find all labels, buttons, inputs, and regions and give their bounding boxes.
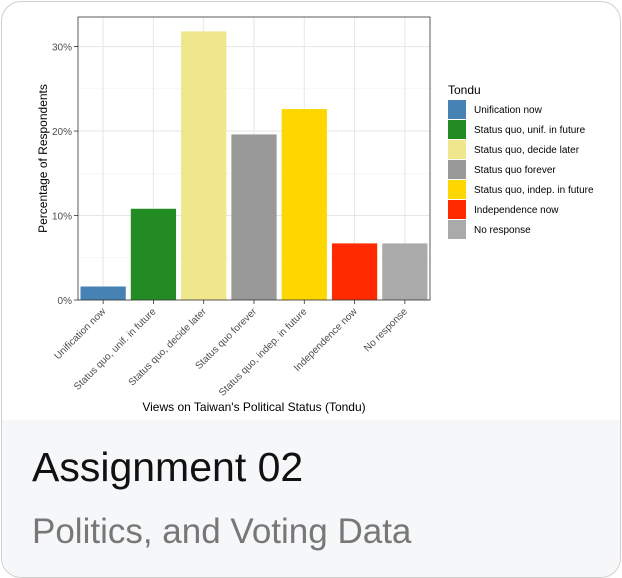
legend-swatch bbox=[448, 140, 466, 159]
legend-swatch bbox=[448, 200, 466, 219]
legend-entry-label: Unification now bbox=[474, 105, 543, 116]
x-tick-label: Unification now bbox=[53, 306, 109, 362]
legend-entry-label: Status quo, unif. in future bbox=[474, 125, 586, 136]
legend-swatch bbox=[448, 120, 466, 139]
x-tick-label: No response bbox=[362, 306, 410, 354]
legend-swatch bbox=[448, 180, 466, 199]
bar-status-quo-indep-in-future bbox=[281, 109, 327, 300]
bar-no-response bbox=[382, 243, 428, 300]
card-subtitle: Politics, and Voting Data bbox=[32, 512, 412, 551]
x-axis-label: Views on Taiwan's Political Status (Tond… bbox=[142, 400, 365, 414]
y-tick-label: 0% bbox=[58, 296, 73, 307]
legend-entry-label: Status quo, decide later bbox=[474, 145, 580, 156]
legend-entry-label: Status quo forever bbox=[474, 165, 556, 176]
bar-status-quo-forever bbox=[231, 134, 277, 300]
bar-status-quo-decide-later bbox=[181, 31, 227, 300]
y-tick-label: 10% bbox=[52, 212, 72, 223]
legend-swatch bbox=[448, 160, 466, 179]
y-tick-label: 30% bbox=[52, 43, 72, 54]
legend: Tondu Unification now Status quo, unif. i… bbox=[448, 83, 594, 239]
bar-independence-now bbox=[331, 243, 378, 300]
x-tick-label: Status quo, unif. in future bbox=[72, 306, 159, 393]
legend-swatch bbox=[448, 220, 466, 239]
card-footer: Assignment 02 Politics, and Voting Data bbox=[2, 420, 620, 577]
bar-unification-now bbox=[80, 286, 126, 300]
y-tick-label: 20% bbox=[52, 127, 72, 138]
legend-entry-label: Status quo, indep. in future bbox=[474, 185, 594, 196]
y-axis-label: Percentage of Respondents bbox=[36, 84, 50, 233]
card-title: Assignment 02 bbox=[32, 444, 304, 490]
legend-entry-label: Independence now bbox=[474, 205, 559, 216]
legend-entry-label: No response bbox=[474, 225, 531, 236]
legend-swatch bbox=[448, 100, 466, 119]
chart-area: 0% 10% 20% 30% Unification now Status quo, un… bbox=[2, 2, 620, 420]
legend-title: Tondu bbox=[448, 83, 481, 97]
x-tick-label: Status quo, indep. in future bbox=[217, 306, 310, 399]
bar-status-quo-unif-in-future bbox=[130, 208, 177, 300]
